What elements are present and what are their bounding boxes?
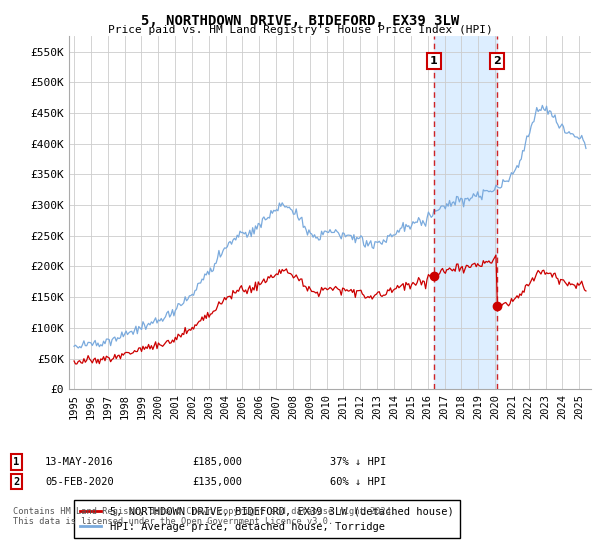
- Bar: [434, 36, 497, 389]
- HPI: Average price, detached house, Torridge: (2.01e+03, 3.03e+05): Average price, detached house, Torridge:…: [276, 200, 283, 207]
- HPI: Average price, detached house, Torridge: (2.01e+03, 3.04e+05): Average price, detached house, Torridge:…: [278, 199, 286, 206]
- 5, NORTHDOWN DRIVE, BIDEFORD, EX39 3LW (detached house): [278, 266, 286, 273]
- Text: Price paid vs. HM Land Registry's House Price Index (HPI): Price paid vs. HM Land Registry's House …: [107, 25, 493, 35]
- 5, NORTHDOWN DRIVE, BIDEFORD, EX39 3LW (detached house): [212, 306, 220, 313]
- Line: 5, NORTHDOWN DRIVE, BIDEFORD, EX39 3LW (detached house): 5, NORTHDOWN DRIVE, BIDEFORD, EX39 3LW (…: [74, 255, 586, 364]
- 5, NORTHDOWN DRIVE, BIDEFORD, EX39 3LW (detached house): [73, 361, 80, 367]
- Text: £135,000: £135,000: [192, 477, 242, 487]
- 5, NORTHDOWN DRIVE, BIDEFORD, EX39 3LW (detached house): [561, 279, 568, 286]
- Text: 1: 1: [430, 56, 438, 66]
- HPI: Average price, detached house, Torridge: (2e+03, 1.41e+05): Average price, detached house, Torridge:…: [180, 300, 187, 306]
- 5, NORTHDOWN DRIVE, BIDEFORD, EX39 3LW (detached house): [583, 288, 590, 295]
- Line: HPI: Average price, detached house, Torridge: HPI: Average price, detached house, Torr…: [74, 105, 586, 348]
- Text: 13-MAY-2016: 13-MAY-2016: [45, 457, 114, 467]
- 5, NORTHDOWN DRIVE, BIDEFORD, EX39 3LW (detached house): [493, 251, 500, 258]
- HPI: Average price, detached house, Torridge: (2e+03, 6.72e+04): Average price, detached house, Torridge:…: [74, 344, 82, 351]
- HPI: Average price, detached house, Torridge: (2.02e+03, 3.55e+05): Average price, detached house, Torridge:…: [511, 168, 518, 175]
- Legend: 5, NORTHDOWN DRIVE, BIDEFORD, EX39 3LW (detached house), HPI: Average price, det: 5, NORTHDOWN DRIVE, BIDEFORD, EX39 3LW (…: [74, 500, 460, 538]
- HPI: Average price, detached house, Torridge: (2e+03, 2.05e+05): Average price, detached house, Torridge:…: [212, 260, 220, 267]
- Text: Contains HM Land Registry data © Crown copyright and database right 2024.
This d: Contains HM Land Registry data © Crown c…: [13, 507, 397, 526]
- 5, NORTHDOWN DRIVE, BIDEFORD, EX39 3LW (detached house): [70, 358, 77, 365]
- Text: 1: 1: [13, 457, 19, 467]
- 5, NORTHDOWN DRIVE, BIDEFORD, EX39 3LW (detached house): [512, 295, 519, 301]
- HPI: Average price, detached house, Torridge: (2.02e+03, 4.63e+05): Average price, detached house, Torridge:…: [539, 102, 546, 109]
- Text: 60% ↓ HPI: 60% ↓ HPI: [330, 477, 386, 487]
- Text: 05-FEB-2020: 05-FEB-2020: [45, 477, 114, 487]
- HPI: Average price, detached house, Torridge: (2e+03, 7e+04): Average price, detached house, Torridge:…: [70, 343, 77, 349]
- 5, NORTHDOWN DRIVE, BIDEFORD, EX39 3LW (detached house): [180, 331, 187, 338]
- Text: 2: 2: [493, 56, 500, 66]
- Text: 37% ↓ HPI: 37% ↓ HPI: [330, 457, 386, 467]
- Text: £185,000: £185,000: [192, 457, 242, 467]
- Text: 5, NORTHDOWN DRIVE, BIDEFORD, EX39 3LW: 5, NORTHDOWN DRIVE, BIDEFORD, EX39 3LW: [141, 14, 459, 28]
- 5, NORTHDOWN DRIVE, BIDEFORD, EX39 3LW (detached house): [276, 267, 283, 273]
- Text: 2: 2: [13, 477, 19, 487]
- HPI: Average price, detached house, Torridge: (2.02e+03, 4.18e+05): Average price, detached house, Torridge:…: [561, 129, 568, 136]
- HPI: Average price, detached house, Torridge: (2.03e+03, 3.92e+05): Average price, detached house, Torridge:…: [583, 145, 590, 152]
